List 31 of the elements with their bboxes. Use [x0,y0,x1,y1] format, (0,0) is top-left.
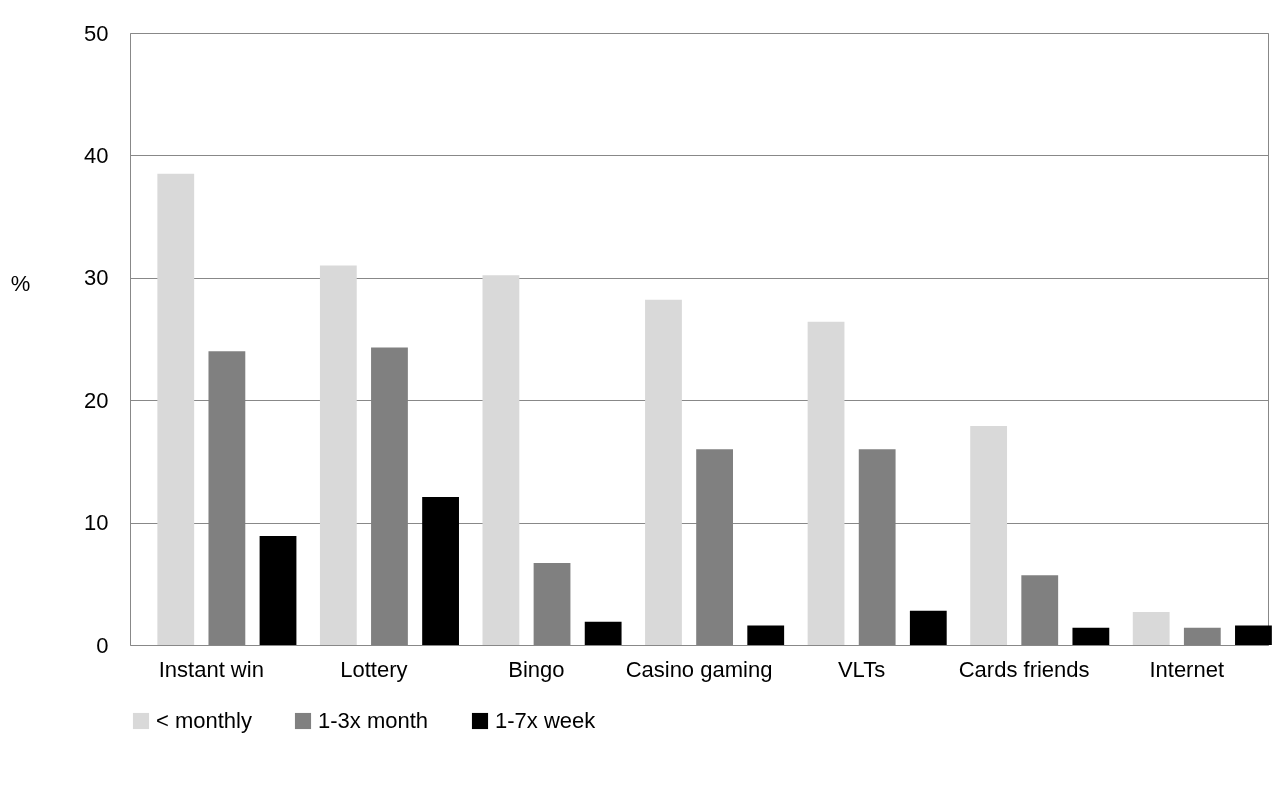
x-tick-label: Internet [1149,656,1225,682]
bar [422,496,459,645]
x-tick-label: Cards friends [958,656,1090,682]
bar [157,173,195,645]
x-tick-label: Lottery [340,656,408,682]
bar [807,321,845,645]
y-tick-label: 10 [84,510,109,536]
bar [259,536,297,645]
y-tick-label: 50 [84,20,109,46]
y-axis-title: % [10,270,31,296]
x-tick-label: Instant win [158,656,264,682]
y-tick-label: 20 [84,387,109,413]
bar [1132,611,1170,645]
bar [747,625,785,645]
y-tick-label: 30 [84,265,109,291]
x-tick-label: VLTs [837,656,886,682]
bar [1235,625,1272,645]
legend-label: 1-3x month [318,708,429,733]
bar [645,299,682,645]
bar [909,610,947,645]
x-tick-label: Bingo [508,656,565,682]
y-tick-label: 40 [84,142,109,168]
bar [319,265,357,645]
legend-label: 1-7x week [495,708,597,733]
bar [482,275,520,645]
x-tick-label: Casino gaming [625,656,773,682]
bar [970,425,1008,645]
y-tick-label: 0 [96,632,109,658]
bar [584,621,622,645]
legend-label: < monthly [156,708,252,733]
bar [1072,627,1110,645]
